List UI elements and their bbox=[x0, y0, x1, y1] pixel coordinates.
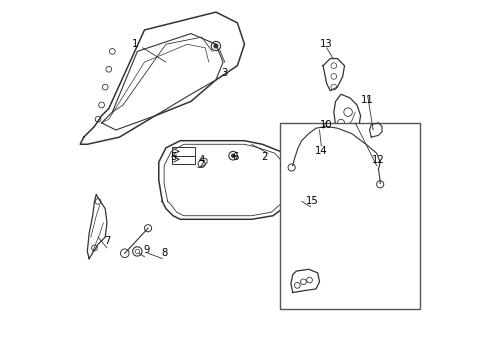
Text: 1: 1 bbox=[132, 39, 139, 49]
Text: 8: 8 bbox=[161, 248, 167, 258]
Circle shape bbox=[213, 44, 218, 48]
Text: 15: 15 bbox=[305, 197, 318, 206]
Circle shape bbox=[231, 154, 234, 157]
Text: 10: 10 bbox=[320, 120, 332, 130]
Bar bbox=[280, 123, 419, 309]
Text: 11: 11 bbox=[361, 95, 373, 105]
Text: 5: 5 bbox=[169, 152, 176, 162]
Text: 14: 14 bbox=[314, 147, 327, 157]
Text: 3: 3 bbox=[221, 68, 227, 78]
Text: 7: 7 bbox=[103, 236, 110, 246]
Text: 12: 12 bbox=[371, 156, 384, 165]
Text: 6: 6 bbox=[232, 152, 238, 162]
Text: 9: 9 bbox=[143, 245, 149, 255]
FancyBboxPatch shape bbox=[172, 156, 195, 163]
FancyBboxPatch shape bbox=[172, 147, 195, 156]
Text: 13: 13 bbox=[320, 39, 332, 49]
Text: 4: 4 bbox=[198, 156, 204, 165]
Text: 2: 2 bbox=[261, 152, 267, 162]
